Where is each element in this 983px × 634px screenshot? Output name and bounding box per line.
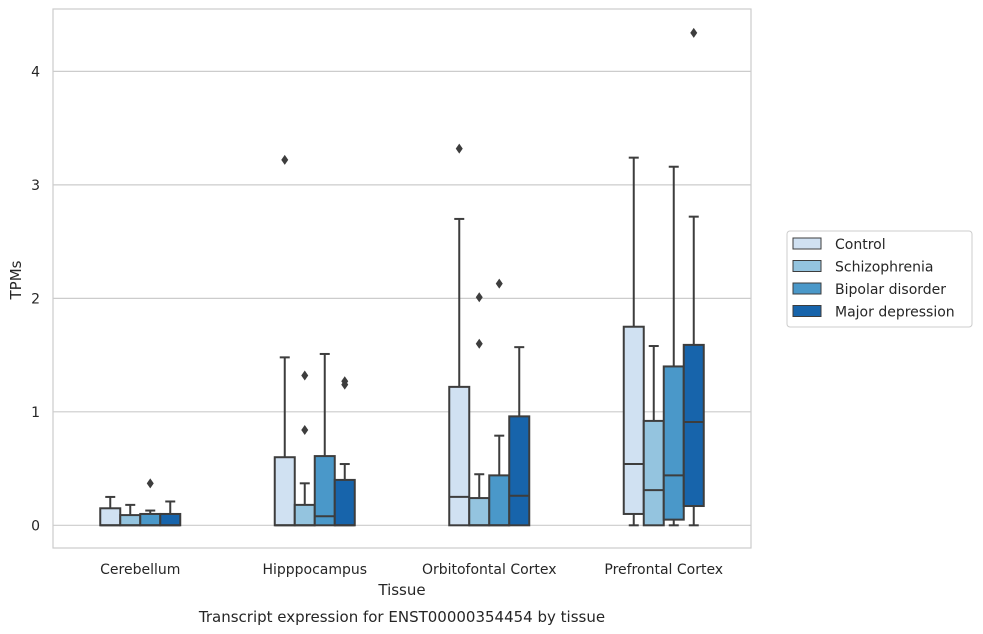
legend-label: Bipolar disorder <box>835 282 946 298</box>
outlier-point <box>341 376 349 387</box>
box-2-0 <box>448 143 471 527</box>
x-tick-label: Prefrontal Cortex <box>604 562 723 578</box>
box-1-1 <box>293 370 316 527</box>
y-tick-label: 3 <box>31 178 40 194</box>
legend-swatch <box>792 282 822 295</box>
plot-frame <box>52 8 752 549</box>
box-body <box>333 478 356 527</box>
x-tick-label: Cerebellum <box>100 562 180 578</box>
y-axis-ticks: 0 1 2 3 4 <box>31 64 40 534</box>
box-3-3 <box>682 27 705 527</box>
plot-area <box>52 8 752 549</box>
legend-swatch <box>792 237 822 250</box>
box-body <box>468 497 491 527</box>
legend-label: Schizophrenia <box>835 260 933 276</box>
y-tick-label: 0 <box>31 518 40 534</box>
outlier-point <box>475 338 483 349</box>
outlier-point <box>455 143 463 154</box>
x-tick-label: Orbitofontal Cortex <box>422 562 557 578</box>
x-axis-title: Tissue <box>377 581 425 599</box>
box-0-2 <box>139 478 162 527</box>
box-body <box>508 415 531 527</box>
box-body <box>662 365 685 521</box>
legend-swatch <box>792 305 822 317</box>
legend-label: Major depression <box>835 305 955 321</box>
box-body <box>682 343 705 508</box>
box-3-0 <box>622 156 645 527</box>
outlier-point <box>495 278 503 289</box>
box-body <box>622 325 645 515</box>
box-body <box>293 503 316 527</box>
box-body <box>139 512 162 527</box>
box-1-0 <box>273 154 296 527</box>
box-2-3 <box>508 346 531 527</box>
outlier-point <box>281 154 289 165</box>
x-axis-ticks: Cerebellum Hipppocampus Orbitofontal Corte… <box>100 562 723 578</box>
outlier-point <box>475 292 483 303</box>
box-body <box>313 455 336 527</box>
box-body <box>159 512 182 527</box>
legend-swatch <box>792 260 822 272</box>
chart-caption: Transcript expression for ENST0000035445… <box>198 608 605 626</box>
box-body <box>273 456 296 527</box>
y-tick-label: 1 <box>31 405 40 421</box>
x-tick-label: Hipppocampus <box>262 562 367 578</box>
box-0-0 <box>99 495 122 527</box>
legend: Control Schizophrenia Bipolar disorder Majo… <box>786 230 973 328</box>
box-body <box>99 507 122 527</box>
outlier-point <box>301 370 309 381</box>
y-tick-label: 4 <box>31 64 40 80</box>
legend-frame <box>786 230 973 328</box>
box-body <box>119 514 142 527</box>
legend-label: Control <box>835 237 886 253</box>
outlier-point <box>690 27 698 38</box>
y-tick-label: 2 <box>31 291 40 307</box>
box-body <box>642 419 665 527</box>
box-body <box>448 385 471 527</box>
outlier-point <box>146 478 154 489</box>
box-1-3 <box>333 376 356 527</box>
outlier-point <box>301 424 309 435</box>
boxes-layer <box>99 27 705 527</box>
y-axis-title: TPMs <box>7 260 25 300</box>
box-body <box>488 474 511 527</box>
box-0-3 <box>159 500 182 527</box>
